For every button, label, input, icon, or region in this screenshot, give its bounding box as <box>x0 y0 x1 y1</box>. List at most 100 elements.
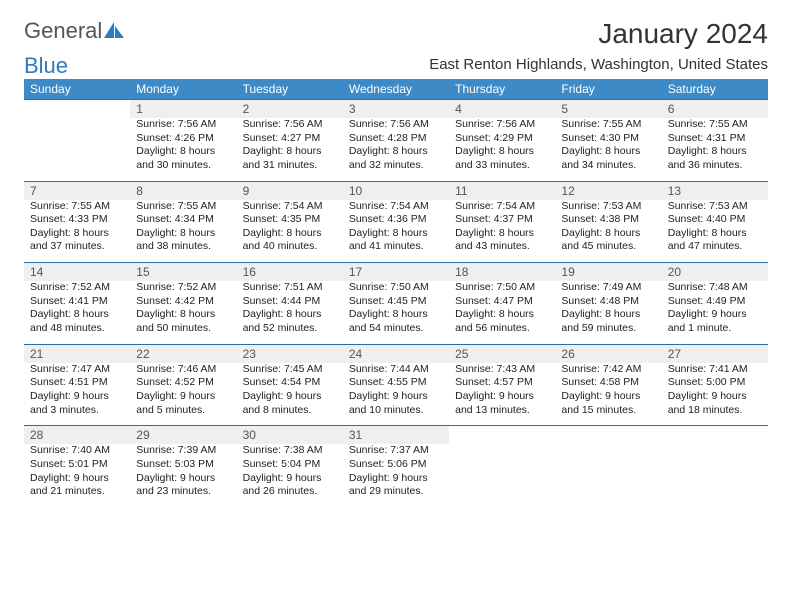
logo-part1: General <box>24 18 102 44</box>
sunset-text: Sunset: 4:37 PM <box>455 213 549 227</box>
day-number: 9 <box>237 181 343 200</box>
day-cell <box>24 118 130 181</box>
daylight-text: Daylight: 8 hours and 37 minutes. <box>30 227 124 254</box>
sunrise-text: Sunrise: 7:38 AM <box>243 444 337 458</box>
sunset-text: Sunset: 4:36 PM <box>349 213 443 227</box>
sunrise-text: Sunrise: 7:50 AM <box>349 281 443 295</box>
day-cell: Sunrise: 7:52 AMSunset: 4:41 PMDaylight:… <box>24 281 130 344</box>
daylight-text: Daylight: 8 hours and 50 minutes. <box>136 308 230 335</box>
daylight-text: Daylight: 9 hours and 26 minutes. <box>243 472 337 499</box>
sunrise-text: Sunrise: 7:56 AM <box>243 118 337 132</box>
sunrise-text: Sunrise: 7:43 AM <box>455 363 549 377</box>
day-cell: Sunrise: 7:42 AMSunset: 4:58 PMDaylight:… <box>555 363 661 426</box>
sunrise-text: Sunrise: 7:54 AM <box>455 200 549 214</box>
sail-icon <box>104 18 124 44</box>
weekday-header: Monday <box>130 79 236 100</box>
content-row: Sunrise: 7:47 AMSunset: 4:51 PMDaylight:… <box>24 363 768 426</box>
day-cell: Sunrise: 7:44 AMSunset: 4:55 PMDaylight:… <box>343 363 449 426</box>
day-cell: Sunrise: 7:50 AMSunset: 4:45 PMDaylight:… <box>343 281 449 344</box>
daylight-text: Daylight: 8 hours and 31 minutes. <box>243 145 337 172</box>
sunrise-text: Sunrise: 7:54 AM <box>349 200 443 214</box>
sunset-text: Sunset: 4:54 PM <box>243 376 337 390</box>
daylight-text: Daylight: 9 hours and 8 minutes. <box>243 390 337 417</box>
day-number: 12 <box>555 181 661 200</box>
day-number: 27 <box>662 344 768 363</box>
day-cell: Sunrise: 7:43 AMSunset: 4:57 PMDaylight:… <box>449 363 555 426</box>
daylight-text: Daylight: 8 hours and 52 minutes. <box>243 308 337 335</box>
daylight-text: Daylight: 9 hours and 5 minutes. <box>136 390 230 417</box>
day-cell: Sunrise: 7:56 AMSunset: 4:26 PMDaylight:… <box>130 118 236 181</box>
weekday-header: Friday <box>555 79 661 100</box>
day-cell: Sunrise: 7:45 AMSunset: 4:54 PMDaylight:… <box>237 363 343 426</box>
day-cell: Sunrise: 7:47 AMSunset: 4:51 PMDaylight:… <box>24 363 130 426</box>
sunset-text: Sunset: 5:03 PM <box>136 458 230 472</box>
day-number: 13 <box>662 181 768 200</box>
sunset-text: Sunset: 4:55 PM <box>349 376 443 390</box>
daylight-text: Daylight: 8 hours and 54 minutes. <box>349 308 443 335</box>
sunrise-text: Sunrise: 7:51 AM <box>243 281 337 295</box>
day-cell: Sunrise: 7:55 AMSunset: 4:34 PMDaylight:… <box>130 200 236 263</box>
day-cell: Sunrise: 7:54 AMSunset: 4:37 PMDaylight:… <box>449 200 555 263</box>
day-cell: Sunrise: 7:52 AMSunset: 4:42 PMDaylight:… <box>130 281 236 344</box>
sunset-text: Sunset: 4:35 PM <box>243 213 337 227</box>
day-number: 31 <box>343 426 449 445</box>
daylight-text: Daylight: 8 hours and 41 minutes. <box>349 227 443 254</box>
day-number: 6 <box>662 100 768 119</box>
page-subtitle: East Renton Highlands, Washington, Unite… <box>429 56 768 73</box>
sunset-text: Sunset: 4:28 PM <box>349 132 443 146</box>
daynum-row: 123456 <box>24 100 768 119</box>
sunset-text: Sunset: 5:01 PM <box>30 458 124 472</box>
day-cell: Sunrise: 7:51 AMSunset: 4:44 PMDaylight:… <box>237 281 343 344</box>
weekday-header: Saturday <box>662 79 768 100</box>
day-number: 17 <box>343 263 449 282</box>
day-number <box>24 100 130 119</box>
daynum-row: 21222324252627 <box>24 344 768 363</box>
sunset-text: Sunset: 4:31 PM <box>668 132 762 146</box>
daylight-text: Daylight: 9 hours and 18 minutes. <box>668 390 762 417</box>
day-number: 21 <box>24 344 130 363</box>
daylight-text: Daylight: 8 hours and 36 minutes. <box>668 145 762 172</box>
day-number: 16 <box>237 263 343 282</box>
day-number: 5 <box>555 100 661 119</box>
sunrise-text: Sunrise: 7:55 AM <box>561 118 655 132</box>
day-number: 11 <box>449 181 555 200</box>
sunrise-text: Sunrise: 7:48 AM <box>668 281 762 295</box>
day-number: 20 <box>662 263 768 282</box>
day-number: 7 <box>24 181 130 200</box>
sunrise-text: Sunrise: 7:56 AM <box>136 118 230 132</box>
day-cell: Sunrise: 7:40 AMSunset: 5:01 PMDaylight:… <box>24 444 130 507</box>
sunset-text: Sunset: 4:33 PM <box>30 213 124 227</box>
day-number: 28 <box>24 426 130 445</box>
sunrise-text: Sunrise: 7:44 AM <box>349 363 443 377</box>
day-cell: Sunrise: 7:53 AMSunset: 4:40 PMDaylight:… <box>662 200 768 263</box>
day-number: 10 <box>343 181 449 200</box>
sunrise-text: Sunrise: 7:39 AM <box>136 444 230 458</box>
daylight-text: Daylight: 9 hours and 15 minutes. <box>561 390 655 417</box>
sunrise-text: Sunrise: 7:55 AM <box>668 118 762 132</box>
logo: General <box>24 18 124 44</box>
day-number: 26 <box>555 344 661 363</box>
daylight-text: Daylight: 8 hours and 43 minutes. <box>455 227 549 254</box>
daylight-text: Daylight: 8 hours and 34 minutes. <box>561 145 655 172</box>
day-cell: Sunrise: 7:55 AMSunset: 4:30 PMDaylight:… <box>555 118 661 181</box>
content-row: Sunrise: 7:40 AMSunset: 5:01 PMDaylight:… <box>24 444 768 507</box>
daylight-text: Daylight: 8 hours and 47 minutes. <box>668 227 762 254</box>
sunset-text: Sunset: 4:52 PM <box>136 376 230 390</box>
day-number: 22 <box>130 344 236 363</box>
sunset-text: Sunset: 4:27 PM <box>243 132 337 146</box>
day-cell: Sunrise: 7:54 AMSunset: 4:36 PMDaylight:… <box>343 200 449 263</box>
sunset-text: Sunset: 5:06 PM <box>349 458 443 472</box>
sunset-text: Sunset: 4:38 PM <box>561 213 655 227</box>
sunrise-text: Sunrise: 7:53 AM <box>561 200 655 214</box>
sunset-text: Sunset: 4:30 PM <box>561 132 655 146</box>
day-cell <box>662 444 768 507</box>
day-number: 15 <box>130 263 236 282</box>
sunrise-text: Sunrise: 7:56 AM <box>349 118 443 132</box>
daylight-text: Daylight: 9 hours and 13 minutes. <box>455 390 549 417</box>
day-cell: Sunrise: 7:38 AMSunset: 5:04 PMDaylight:… <box>237 444 343 507</box>
day-cell: Sunrise: 7:55 AMSunset: 4:31 PMDaylight:… <box>662 118 768 181</box>
daylight-text: Daylight: 8 hours and 56 minutes. <box>455 308 549 335</box>
daylight-text: Daylight: 8 hours and 30 minutes. <box>136 145 230 172</box>
daylight-text: Daylight: 8 hours and 38 minutes. <box>136 227 230 254</box>
sunset-text: Sunset: 4:47 PM <box>455 295 549 309</box>
